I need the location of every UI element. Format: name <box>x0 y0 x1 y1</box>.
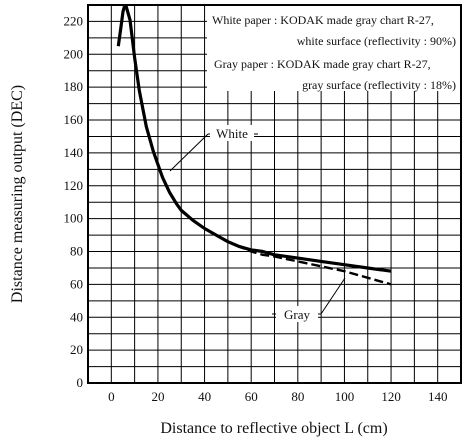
y-tick-label: 80 <box>70 244 83 259</box>
note-line-4: gray surface (reflectivity : 18%) <box>302 78 456 92</box>
y-tick-label: 180 <box>64 79 84 94</box>
x-axis-label: Distance to reflective object L (cm) <box>160 420 387 437</box>
series-curves <box>116 5 392 286</box>
plot-frame <box>87 4 462 384</box>
y-tick-label: 20 <box>70 342 83 357</box>
x-tick-label: 0 <box>108 389 115 404</box>
series-white-line <box>116 5 392 273</box>
white-callout-label: White <box>216 126 248 141</box>
gray-callout-leader <box>320 277 346 315</box>
y-tick-label: 60 <box>70 276 83 291</box>
y-tick-label: 220 <box>64 13 84 28</box>
y-axis-label: Distance measuring output (DEC) <box>9 85 26 303</box>
x-tick-label: 40 <box>198 389 211 404</box>
tick-labels: 0 20 40 60 80 100 120 140 0 20 40 60 80 100 120 140 160 1… <box>64 13 448 404</box>
x-tick-label: 120 <box>381 389 401 404</box>
y-tick-label: 100 <box>64 211 84 226</box>
y-tick-label: 160 <box>64 112 84 127</box>
x-tick-label: 140 <box>428 389 448 404</box>
white-callout-bg <box>210 125 254 141</box>
note-line-1: White paper : KODAK made gray chart R-27… <box>212 13 434 27</box>
gray-callout-label: Gray <box>284 307 310 322</box>
x-tick-label: 60 <box>245 389 258 404</box>
y-tick-label: 200 <box>64 46 84 61</box>
y-tick-label: 40 <box>70 309 83 324</box>
note-line-2: white surface (reflectivity : 90%) <box>297 34 456 48</box>
y-tick-label: 140 <box>64 145 84 160</box>
note-line-3: Gray paper : KODAK made gray chart R-27, <box>214 57 431 71</box>
gray-callout-bg <box>276 306 318 322</box>
x-tick-label: 20 <box>151 389 164 404</box>
y-tick-label: 120 <box>64 178 84 193</box>
x-tick-label: 80 <box>291 389 304 404</box>
x-tick-label: 100 <box>335 389 355 404</box>
y-tick-label: 0 <box>77 375 84 390</box>
note-box <box>207 6 460 91</box>
white-callout-leader <box>169 133 209 172</box>
